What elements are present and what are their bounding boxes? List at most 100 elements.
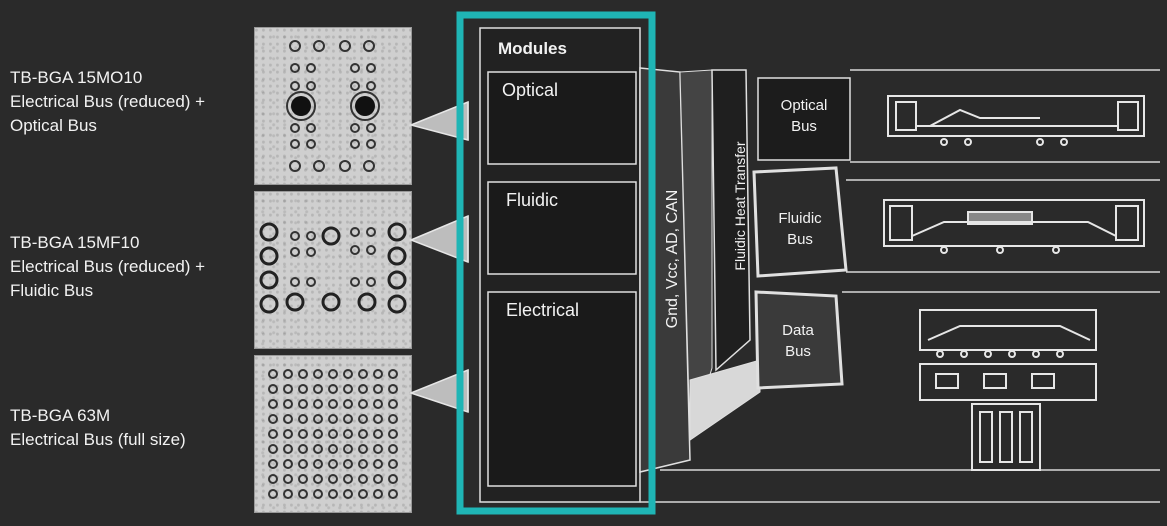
pad-ball [343, 489, 353, 499]
pad-ball [268, 474, 278, 484]
pad-ball [283, 369, 293, 379]
package-desc: Electrical Bus (reduced) + [10, 92, 206, 111]
pad-ball [343, 474, 353, 484]
bus-label-line: Bus [787, 231, 813, 248]
pad-ball [388, 459, 398, 469]
pad-ball [358, 384, 368, 394]
package-desc: Electrical Bus (full size) [10, 430, 186, 449]
pad-ball [343, 459, 353, 469]
pad-ball [343, 444, 353, 454]
pad-ball [358, 369, 368, 379]
pad-ball [283, 399, 293, 409]
electrical-rail-label: Gnd, Vcc, AD, CAN [664, 189, 681, 329]
pad-ball [373, 444, 383, 454]
slot-fluidic [487, 181, 637, 275]
bus-label-line: Bus [791, 118, 817, 135]
package-name: TB-BGA 15MO10 [10, 68, 143, 87]
pad-ball [313, 369, 323, 379]
rail-fanout [679, 69, 713, 441]
pad-ball [313, 384, 323, 394]
package-desc: Fluidic Bus [10, 281, 94, 300]
pad-ball [358, 474, 368, 484]
pad-ball [388, 369, 398, 379]
pad-ball [283, 429, 293, 439]
slot-label-electrical: Electrical [506, 300, 580, 320]
pad-ball [328, 459, 338, 469]
pad-ball [373, 474, 383, 484]
slot-label-optical: Optical [502, 80, 559, 100]
pad-ball [268, 369, 278, 379]
data-bus-block [754, 290, 844, 390]
pad-ball [358, 414, 368, 424]
bus-label-line: Optical [780, 97, 828, 114]
pad-ball [343, 414, 353, 424]
pad-ball [388, 474, 398, 484]
pad-ball [298, 459, 308, 469]
pad-ball [388, 384, 398, 394]
pad-ball [343, 429, 353, 439]
pad-ball [268, 414, 278, 424]
pad-ball [313, 459, 323, 469]
pad-ball [373, 489, 383, 499]
pad-ball [343, 384, 353, 394]
pad-ball [268, 384, 278, 394]
pad-ball [358, 489, 368, 499]
pad-ball [328, 429, 338, 439]
pad-ball [328, 384, 338, 394]
pad-ball [313, 399, 323, 409]
pad-ball [298, 384, 308, 394]
pad-ball [268, 489, 278, 499]
slot-electrical [487, 291, 637, 487]
fluidic-bus-block [752, 166, 848, 278]
optical-cross-section [887, 95, 1145, 146]
pad-ball [268, 399, 278, 409]
pad-ball [328, 399, 338, 409]
pad-ball [388, 444, 398, 454]
pad-ball [283, 489, 293, 499]
pad-pattern [286, 40, 380, 172]
package-desc: Electrical Bus (reduced) + [10, 257, 206, 276]
package-name: TB-BGA 15MF10 [10, 233, 140, 252]
electrical-cross-section [919, 309, 1097, 471]
pad-ball [283, 444, 293, 454]
pad-ball [388, 414, 398, 424]
pad-ball [373, 369, 383, 379]
pad-pattern [268, 369, 398, 499]
package-label-fluidic: TB-BGA 15MF10 Electrical Bus (reduced) +… [10, 231, 205, 303]
pad-ball [283, 414, 293, 424]
pad-ball [358, 399, 368, 409]
fluidic-heat-rail-label: Fluidic Heat Transfer [732, 141, 748, 271]
pad-ball [298, 414, 308, 424]
fluidic-bus-label: Fluidic Bus [760, 208, 840, 250]
pad-ball [313, 489, 323, 499]
optical-bus-label: Optical Bus [764, 95, 844, 137]
pad-ball [283, 459, 293, 469]
pad-ball [358, 429, 368, 439]
pad-ball [283, 384, 293, 394]
pad-ball [268, 459, 278, 469]
pad-ball [283, 474, 293, 484]
package-name: TB-BGA 63M [10, 406, 111, 425]
pad-ball [343, 399, 353, 409]
package-desc: Optical Bus [10, 116, 97, 135]
fluidic-cross-section [883, 199, 1145, 254]
pad-ball [328, 414, 338, 424]
pad-ball [388, 399, 398, 409]
data-bus-label: Data Bus [758, 320, 838, 362]
package-label-optical: TB-BGA 15MO10 Electrical Bus (reduced) +… [10, 66, 205, 138]
pad-ball [313, 474, 323, 484]
pad-ball [373, 459, 383, 469]
pad-ball [328, 489, 338, 499]
pad-ball [298, 489, 308, 499]
pad-ball [298, 369, 308, 379]
pad-ball [358, 459, 368, 469]
bus-label-line: Bus [785, 343, 811, 360]
pad-ball [313, 414, 323, 424]
pad-ball [328, 444, 338, 454]
bga-pad-electrical [254, 355, 412, 513]
pad-ball [388, 429, 398, 439]
modules-title: Modules [498, 39, 567, 58]
pad-pattern [259, 222, 407, 314]
